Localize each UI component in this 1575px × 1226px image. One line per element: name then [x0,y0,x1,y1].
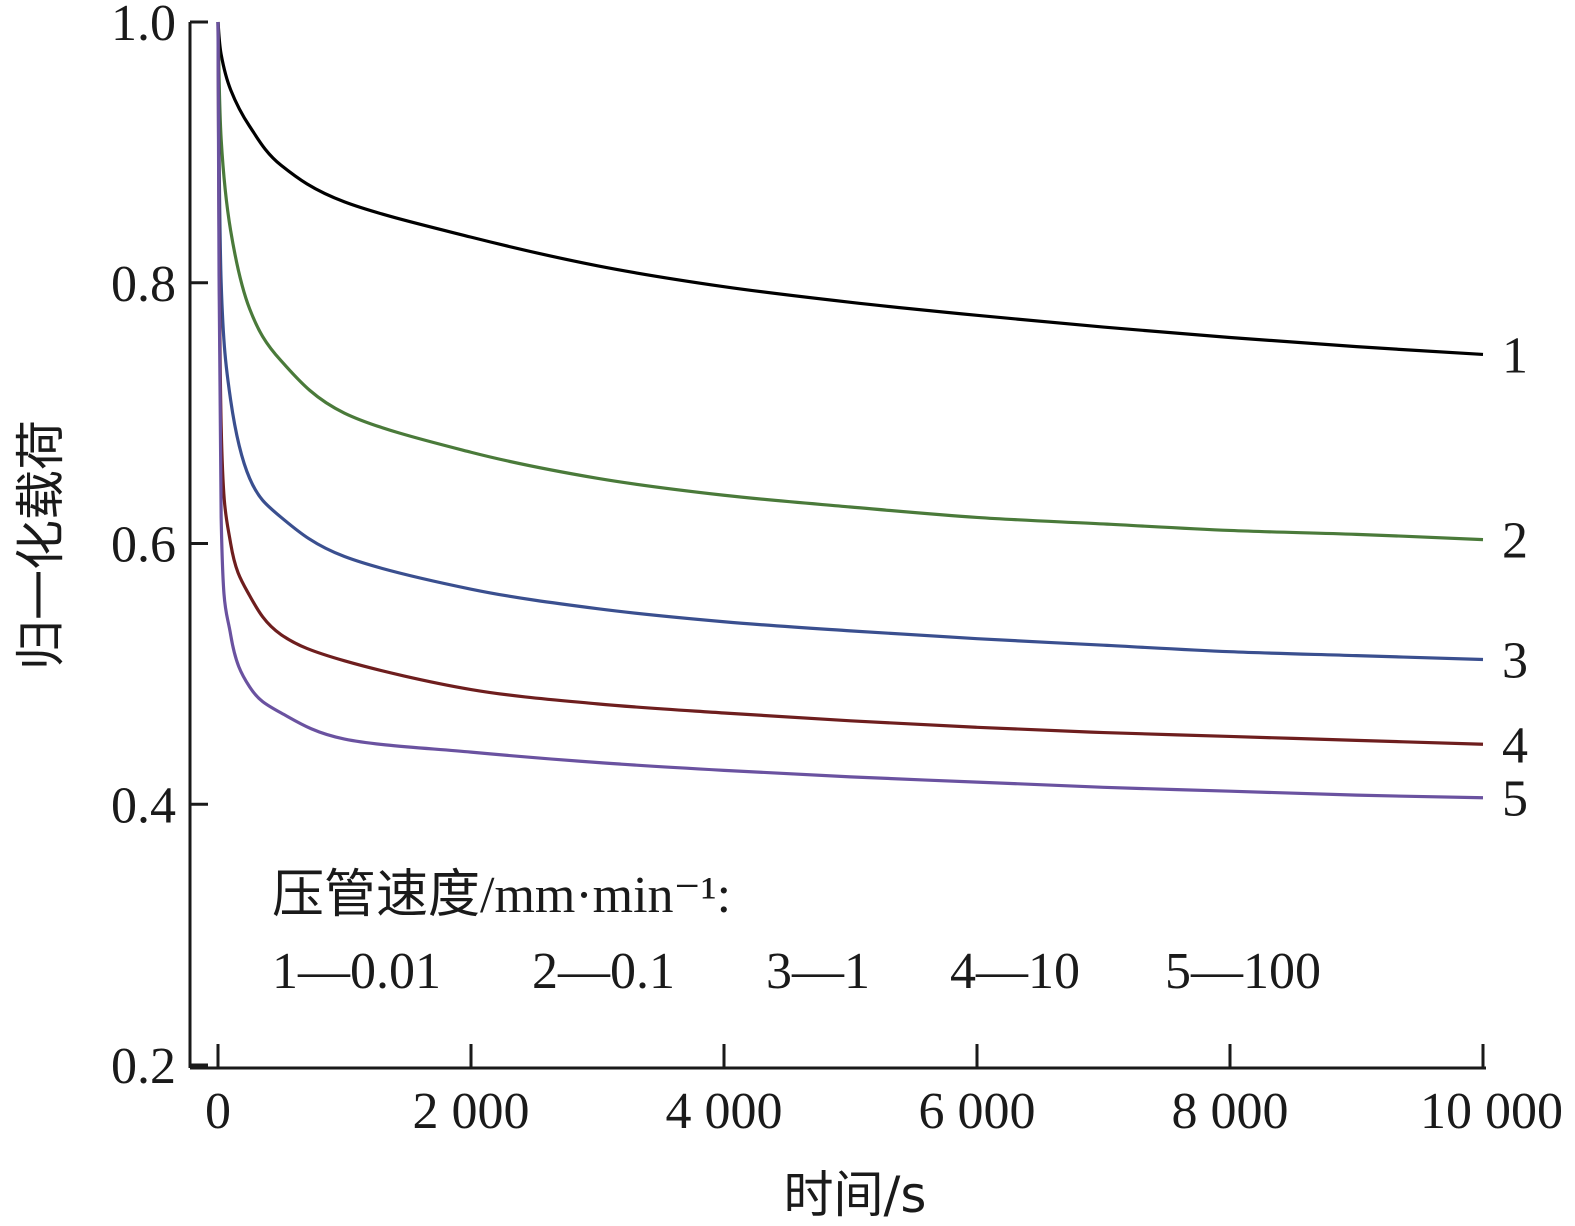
x-tick-label: 6 000 [919,1083,1036,1140]
legend-entry: 1—0.01 [272,943,441,1000]
series-line-5 [216,21,1484,800]
curve-label-2: 2 [1502,513,1528,570]
y-tick-label: 0.4 [111,777,176,834]
y-axis-title: 归一化载荷 [12,420,70,670]
series-layer [216,21,1484,800]
series-line-4 [216,21,1484,746]
legend-entry: 4—10 [950,943,1080,1000]
curve-label-4: 4 [1502,717,1528,774]
x-tick-label: 2 000 [413,1083,530,1140]
legend-entry: 3—1 [766,943,870,1000]
legend-entries: 1—0.01 2—0.1 3—1 4—10 5—100 [272,943,1321,1000]
series-line-3 [216,21,1484,662]
curve-label-5: 5 [1502,771,1528,828]
curve-label-1: 1 [1502,327,1528,384]
y-tick-label: 0.8 [111,256,176,313]
series-line-2 [216,21,1484,542]
y-tick-label: 0.6 [111,517,176,574]
y-tick-label: 0.2 [111,1038,176,1095]
curve-labels: 1 2 3 45 [1502,327,1528,827]
series-line-1 [216,21,1484,357]
legend-title: 压管速度/mm·min⁻¹: [272,867,731,924]
x-ticks: 0 2 000 4 000 6 000 8 000 10 000 [205,1044,1563,1140]
x-tick-label: 4 000 [666,1083,783,1140]
x-tick-label: 10 000 [1420,1083,1563,1140]
x-tick-label: 0 [205,1083,231,1140]
curve-label-3: 3 [1502,633,1528,690]
x-tick-label: 8 000 [1172,1083,1289,1140]
x-axis-title: 时间/s [784,1166,927,1224]
legend-entry: 5—100 [1165,943,1321,1000]
y-tick-label: 1.0 [111,0,176,52]
y-ticks: 0.2 0.4 0.6 0.8 1.0 [111,0,208,1095]
legend-entry: 2—0.1 [532,943,675,1000]
